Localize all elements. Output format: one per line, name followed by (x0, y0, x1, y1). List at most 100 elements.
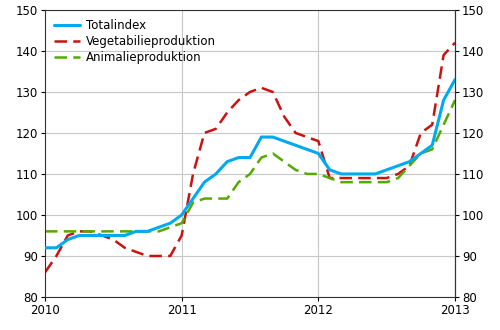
Animalieproduktion (429, 148, 435, 151)
Animalieproduktion (372, 180, 378, 184)
Animalieproduktion (168, 225, 173, 229)
Animalieproduktion (418, 151, 424, 155)
Totalindex (281, 139, 287, 143)
Animalieproduktion (88, 229, 94, 233)
Totalindex (292, 143, 298, 147)
Vegetabilieproduktion (247, 90, 253, 94)
Totalindex (326, 168, 332, 172)
Animalieproduktion (76, 229, 82, 233)
Animalieproduktion (258, 155, 264, 159)
Animalieproduktion (65, 229, 71, 233)
Vegetabilieproduktion (372, 176, 378, 180)
Animalieproduktion (361, 180, 367, 184)
Totalindex (65, 238, 71, 242)
Animalieproduktion (350, 180, 356, 184)
Animalieproduktion (156, 229, 162, 233)
Animalieproduktion (338, 180, 344, 184)
Vegetabilieproduktion (110, 238, 116, 242)
Animalieproduktion (247, 172, 253, 176)
Totalindex (395, 164, 401, 168)
Animalieproduktion (42, 229, 48, 233)
Vegetabilieproduktion (76, 229, 82, 233)
Vegetabilieproduktion (54, 254, 60, 258)
Animalieproduktion (406, 164, 412, 168)
Totalindex (133, 229, 139, 233)
Animalieproduktion (384, 180, 390, 184)
Animalieproduktion (178, 221, 184, 225)
Totalindex (190, 197, 196, 201)
Totalindex (418, 151, 424, 155)
Totalindex (168, 221, 173, 225)
Animalieproduktion (316, 172, 322, 176)
Vegetabilieproduktion (452, 41, 458, 45)
Totalindex (122, 234, 128, 238)
Vegetabilieproduktion (144, 254, 150, 258)
Animalieproduktion (144, 229, 150, 233)
Totalindex (338, 172, 344, 176)
Animalieproduktion (133, 229, 139, 233)
Animalieproduktion (213, 197, 219, 201)
Vegetabilieproduktion (88, 229, 94, 233)
Vegetabilieproduktion (42, 270, 48, 274)
Vegetabilieproduktion (326, 176, 332, 180)
Totalindex (361, 172, 367, 176)
Vegetabilieproduktion (178, 234, 184, 238)
Totalindex (54, 246, 60, 250)
Vegetabilieproduktion (65, 234, 71, 238)
Vegetabilieproduktion (316, 139, 322, 143)
Vegetabilieproduktion (270, 90, 276, 94)
Animalieproduktion (122, 229, 128, 233)
Vegetabilieproduktion (190, 172, 196, 176)
Line: Animalieproduktion: Animalieproduktion (45, 100, 455, 231)
Vegetabilieproduktion (202, 131, 207, 135)
Totalindex (76, 234, 82, 238)
Vegetabilieproduktion (350, 176, 356, 180)
Totalindex (372, 172, 378, 176)
Vegetabilieproduktion (395, 172, 401, 176)
Vegetabilieproduktion (99, 234, 105, 238)
Vegetabilieproduktion (304, 135, 310, 139)
Totalindex (144, 229, 150, 233)
Vegetabilieproduktion (384, 176, 390, 180)
Totalindex (224, 160, 230, 164)
Animalieproduktion (236, 180, 242, 184)
Totalindex (270, 135, 276, 139)
Totalindex (156, 225, 162, 229)
Vegetabilieproduktion (281, 115, 287, 118)
Totalindex (202, 180, 207, 184)
Totalindex (88, 234, 94, 238)
Line: Vegetabilieproduktion: Vegetabilieproduktion (45, 43, 455, 272)
Vegetabilieproduktion (133, 250, 139, 254)
Totalindex (384, 168, 390, 172)
Vegetabilieproduktion (213, 127, 219, 131)
Totalindex (350, 172, 356, 176)
Vegetabilieproduktion (236, 98, 242, 102)
Totalindex (247, 155, 253, 159)
Legend: Totalindex, Vegetabilieproduktion, Animalieproduktion: Totalindex, Vegetabilieproduktion, Anima… (51, 16, 220, 68)
Animalieproduktion (304, 172, 310, 176)
Vegetabilieproduktion (338, 176, 344, 180)
Vegetabilieproduktion (122, 246, 128, 250)
Vegetabilieproduktion (224, 111, 230, 115)
Animalieproduktion (54, 229, 60, 233)
Vegetabilieproduktion (361, 176, 367, 180)
Totalindex (42, 246, 48, 250)
Vegetabilieproduktion (406, 164, 412, 168)
Animalieproduktion (452, 98, 458, 102)
Animalieproduktion (326, 176, 332, 180)
Totalindex (258, 135, 264, 139)
Animalieproduktion (292, 168, 298, 172)
Totalindex (178, 213, 184, 217)
Totalindex (236, 155, 242, 159)
Vegetabilieproduktion (418, 131, 424, 135)
Animalieproduktion (202, 197, 207, 201)
Animalieproduktion (110, 229, 116, 233)
Totalindex (429, 143, 435, 147)
Animalieproduktion (190, 201, 196, 205)
Vegetabilieproduktion (292, 131, 298, 135)
Totalindex (452, 78, 458, 82)
Vegetabilieproduktion (156, 254, 162, 258)
Vegetabilieproduktion (168, 254, 173, 258)
Totalindex (316, 151, 322, 155)
Totalindex (440, 98, 446, 102)
